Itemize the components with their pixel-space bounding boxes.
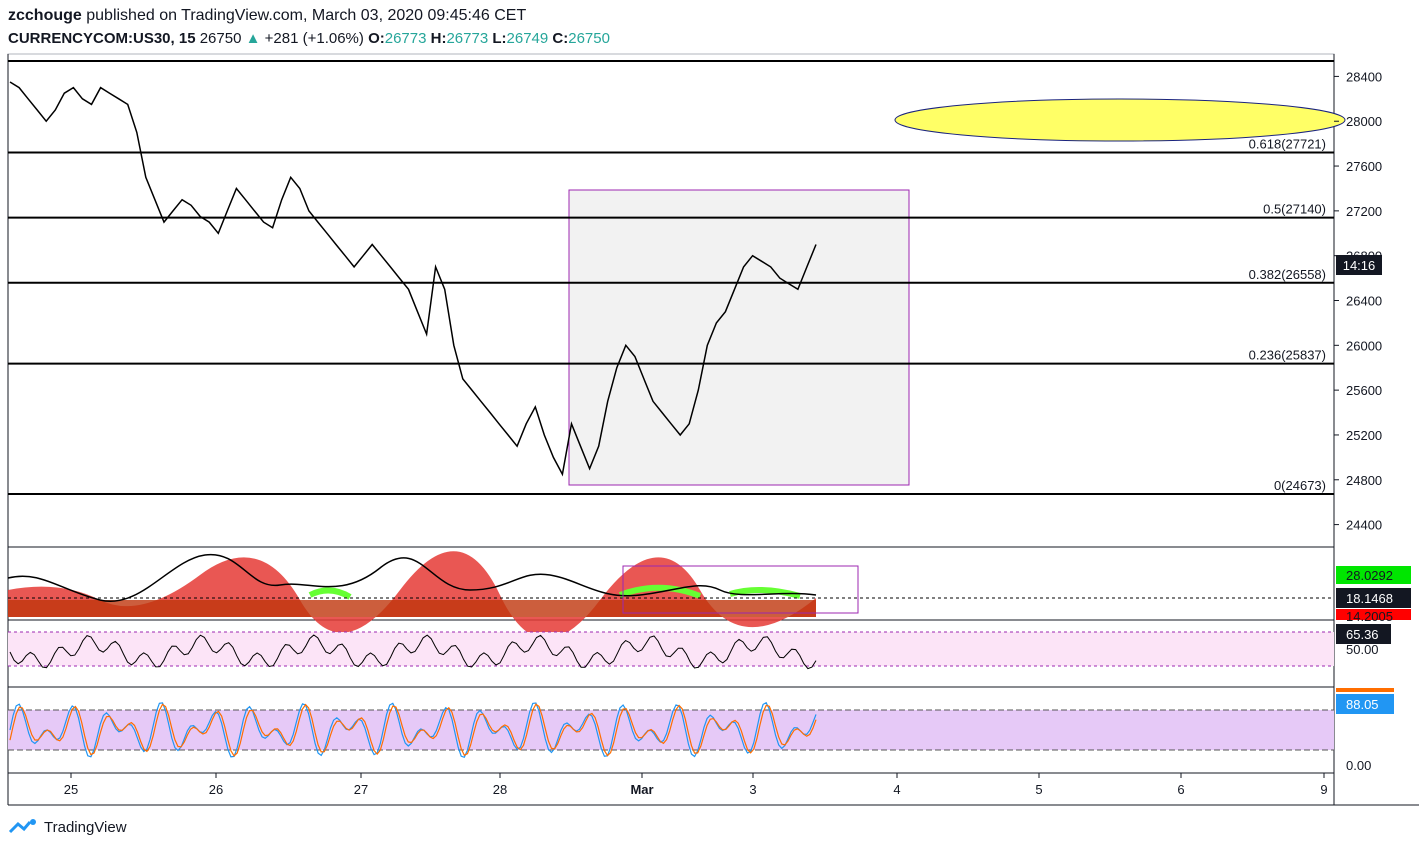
time-tick-label: Mar [630,782,653,797]
publish-text: published on TradingView.com, March 03, … [86,7,527,24]
fib-retracement: 0.618(27721) 0.5(27140) 0.382(26558) 0.236(… [8,136,1334,496]
time-tick-label: 26 [209,782,223,797]
up-arrow-icon: ▲ [245,30,261,47]
stoch-badge [1336,694,1394,714]
dmi-minus-badge [1336,609,1411,620]
tradingview-branding: TradingView [8,818,127,836]
price-tick-label: 28000 [1346,114,1382,129]
time-tick-label: 3 [749,782,756,797]
fib-level-label: 0.236(25837) [1249,348,1326,363]
target-ellipse [894,98,1346,142]
dmi-highlight-rect [622,565,859,614]
rsi-line [9,634,817,670]
fib-level-label: 0(24673) [1274,478,1326,493]
close-value: 26750 [568,30,610,47]
adx-value: 18.1468 [1346,591,1393,606]
price-tick-label: 26000 [1346,338,1382,353]
last-price: 26750 [199,30,242,47]
dmi-dark-area [8,600,816,617]
publish-info: zcchouge published on TradingView.com, M… [8,5,526,26]
time-tick-label: 28 [493,782,507,797]
open-value: 26773 [384,30,427,47]
price-tick-label: 24800 [1346,473,1382,488]
open-label: O: [368,30,385,47]
rsi-value: 65.36 [1346,627,1379,642]
time-tick-label: 5 [1035,782,1042,797]
price-tick-label: 26400 [1346,294,1382,309]
time-tick-label: 9 [1320,782,1327,797]
time-tick-label: 4 [893,782,900,797]
price-tick-label: 27600 [1346,159,1382,174]
time-tick-label: 6 [1177,782,1184,797]
symbol-legend: CURRENCYCOM:US30, 15 26750 ▲ +281 (+1.06… [8,28,610,49]
rsi-tick: 50.00 [1346,642,1379,657]
fib-level-label: 0.5(27140) [1263,202,1326,217]
current-price-label: 14:16 [1343,258,1376,273]
price-tick-label: 27200 [1346,204,1382,219]
price-tick-label: 28400 [1346,69,1382,84]
dmi-minus-value: 14.2005 [1346,609,1393,624]
high-label: H: [430,30,447,47]
price-axis: 2840028000276002720026800264002600025600… [1334,69,1382,533]
adx-line [7,553,817,603]
dmi-plus-value: 28.0292 [1346,568,1393,583]
price-tick-label: 25600 [1346,383,1382,398]
fib-level-label: 0.618(27721) [1249,136,1326,151]
time-tick-label: 27 [354,782,368,797]
stoch-pane: 88.05 0.00 [8,688,1394,773]
price-change: +281 (+1.06%) [264,30,364,47]
price-tick-label: 24400 [1346,518,1382,533]
current-price-badge [1336,255,1382,275]
rsi-band [8,632,1334,666]
low-label: L: [492,30,507,47]
rsi-pane: 65.36 50.00 [8,624,1391,670]
publisher-name: zcchouge [8,7,82,24]
close-label: C: [552,30,569,47]
fib-level-label: 0.382(26558) [1249,267,1326,282]
adx-badge [1336,588,1411,608]
tradingview-name: TradingView [44,818,127,836]
stoch-d-badge [1336,688,1394,692]
symbol-name: CURRENCYCOM:US30, 15 [8,30,196,47]
dmi-pane: 28.0292 18.1468 14.2005 [7,551,1411,639]
rsi-badge [1336,624,1391,644]
range-rectangle [568,189,910,486]
time-axis: 25 26 27 28 Mar 3 4 5 6 9 [64,773,1328,797]
low-value: 26749 [506,30,549,47]
stoch-value: 88.05 [1346,697,1379,712]
price-series-line [9,81,817,477]
tradingview-logo-icon [8,819,36,834]
time-tick-label: 25 [64,782,78,797]
price-tick-label: 25200 [1346,428,1382,443]
dmi-plus-badge [1336,566,1411,584]
high-value: 26773 [446,30,489,47]
stoch-d-line [9,703,817,757]
stoch-tick: 0.00 [1346,758,1371,773]
